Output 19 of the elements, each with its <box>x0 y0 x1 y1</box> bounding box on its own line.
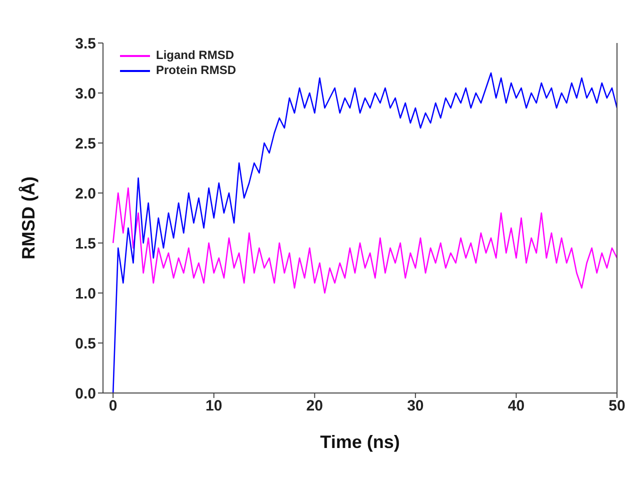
y-tick-label: 3.5 <box>75 35 96 52</box>
x-tick-label: 0 <box>108 398 118 415</box>
x-tick-label: 30 <box>407 398 424 415</box>
x-tick-label: 40 <box>508 398 525 415</box>
y-tick-label: 2.0 <box>75 185 96 202</box>
legend-label: Ligand RMSD <box>156 48 234 63</box>
y-axis-title: RMSD (Å) <box>18 176 38 260</box>
line-series <box>112 187 617 294</box>
y-tick-label: 1.5 <box>75 235 96 252</box>
x-axis-title: Time (ns) <box>320 432 400 452</box>
y-tick-label: 1.0 <box>75 285 96 302</box>
x-tick-label: 10 <box>206 398 222 415</box>
x-tick-label: 20 <box>306 398 323 415</box>
y-tick-label: 0.0 <box>75 385 96 402</box>
y-tick-label: 2.5 <box>75 135 96 152</box>
y-tick-label: 0.5 <box>75 335 96 352</box>
legend-label: Protein RMSD <box>156 63 236 78</box>
y-tick-label: 3.0 <box>75 85 96 102</box>
x-tick-label: 50 <box>608 398 626 415</box>
